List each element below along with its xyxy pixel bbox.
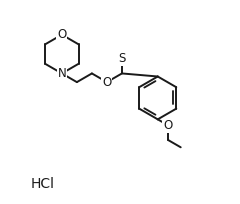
Text: HCl: HCl [30,177,54,191]
Text: O: O [102,76,112,89]
Text: O: O [163,119,173,132]
Text: N: N [58,67,66,80]
Text: S: S [118,52,126,65]
Text: O: O [57,28,66,41]
